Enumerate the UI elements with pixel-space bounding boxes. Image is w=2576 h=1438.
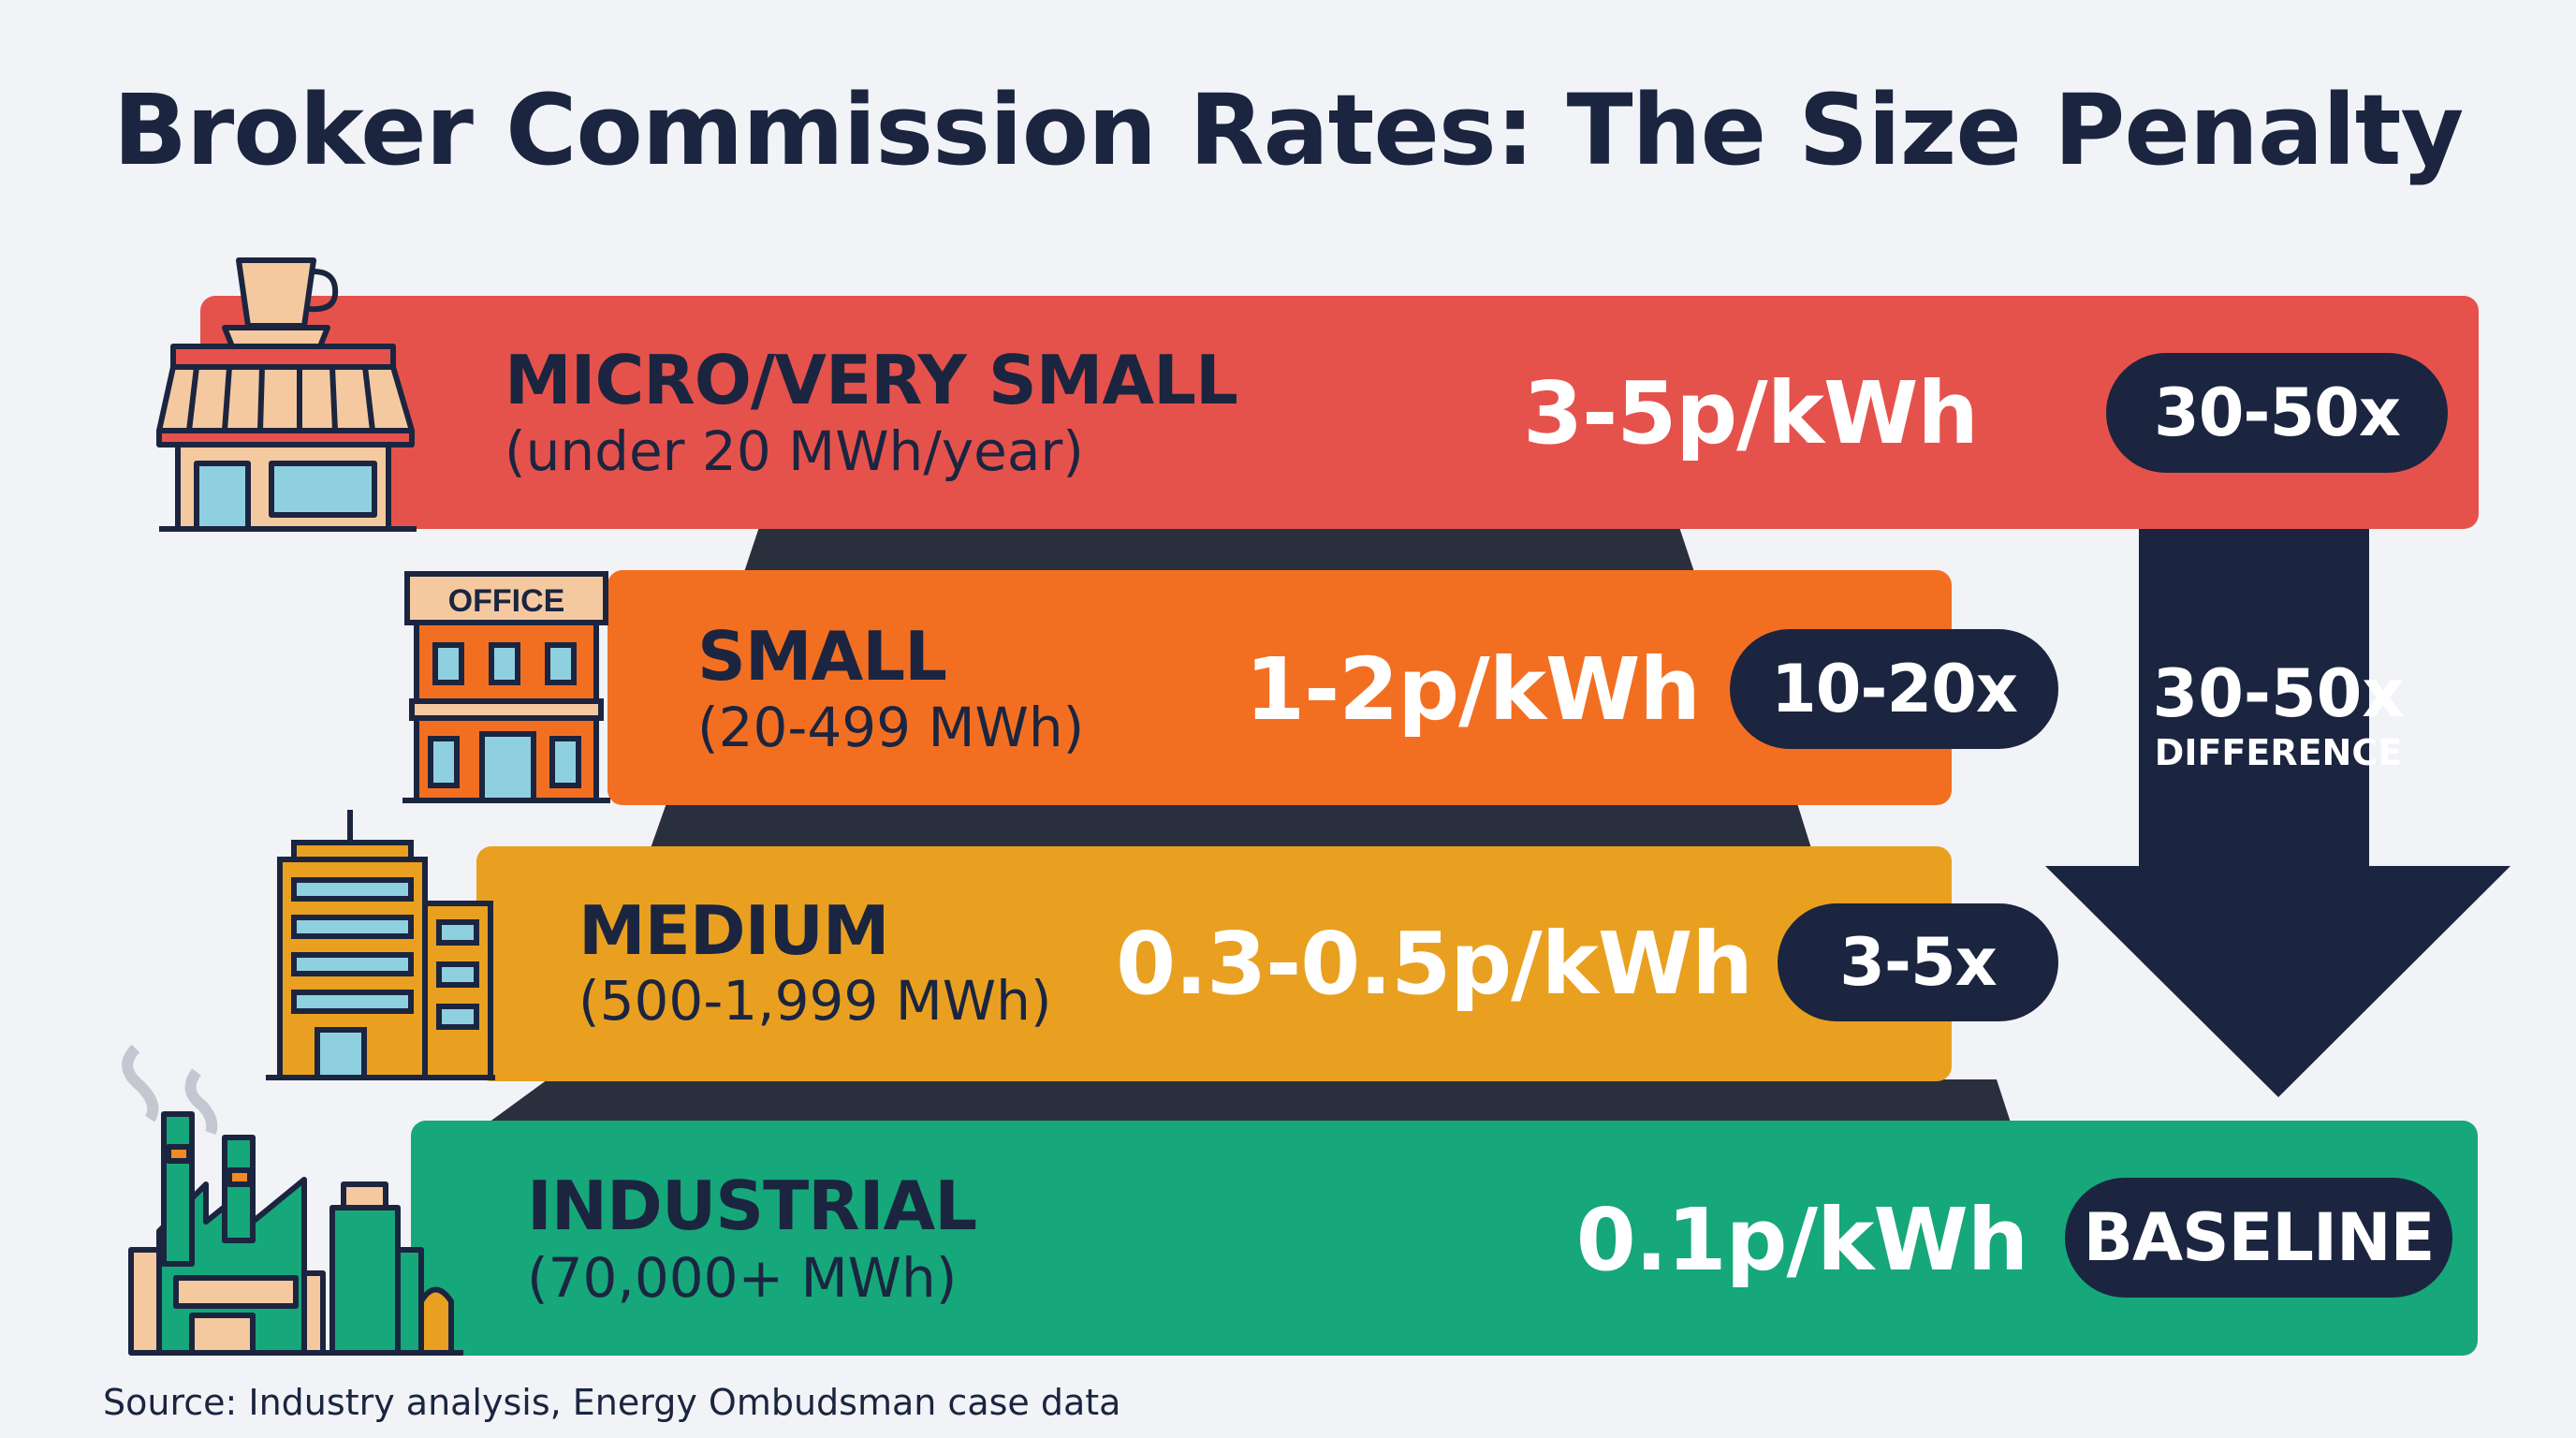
tier-name-small: SMALL	[697, 617, 947, 696]
office-building-icon: OFFICE	[402, 571, 610, 803]
connector-2	[651, 803, 1811, 848]
office-sign: OFFICE	[448, 583, 565, 619]
tier-name-medium: MEDIUM	[578, 891, 889, 970]
tier-range-small: (20-499 MWh)	[697, 696, 1085, 759]
multiplier-badge-small: 10-20x	[1730, 629, 2058, 749]
tier-range-industrial: (70,000+ MWh)	[527, 1246, 958, 1310]
arrow-label: DIFFERENCE	[2154, 732, 2403, 773]
rate-medium: 0.3-0.5p/kWh	[1116, 914, 1753, 1014]
tier-bar-small	[607, 570, 1952, 805]
connector-3	[489, 1079, 2011, 1123]
tier-name-industrial: INDUSTRIAL	[527, 1167, 977, 1245]
arrow-value: 30-50x	[2152, 655, 2405, 732]
multiplier-badge-micro: 30-50x	[2106, 353, 2448, 473]
factory-icon	[122, 1044, 463, 1356]
rate-micro: 3-5p/kWh	[1523, 363, 1979, 463]
office-tower-icon	[266, 810, 495, 1080]
multiplier-badge-industrial: BASELINE	[2065, 1178, 2452, 1298]
rate-industrial: 0.1p/kWh	[1575, 1190, 2029, 1290]
coffee-shop-icon	[156, 257, 417, 532]
tier-range-micro: (under 20 MWh/year)	[505, 419, 1084, 483]
tier-range-medium: (500-1,999 MWh)	[578, 969, 1052, 1033]
multiplier-badge-medium: 3-5x	[1778, 903, 2058, 1021]
difference-arrow	[2045, 524, 2510, 1097]
connector-1	[744, 527, 1694, 572]
tier-bar-medium	[476, 846, 1952, 1081]
smoke-icon	[122, 1044, 218, 1135]
source-note: Source: Industry analysis, Energy Ombuds…	[103, 1382, 1121, 1423]
rate-small: 1-2p/kWh	[1245, 639, 1701, 740]
page-title: Broker Commission Rates: The Size Penalt…	[112, 73, 2465, 187]
tier-name-micro: MICRO/VERY SMALL	[505, 341, 1238, 419]
tier-bar-micro	[200, 296, 2479, 529]
